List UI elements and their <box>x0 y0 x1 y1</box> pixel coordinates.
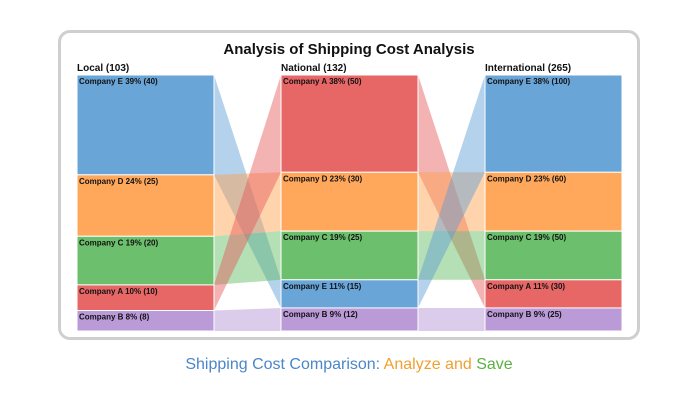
node-label-local-company-a: Company A 10% (10) <box>79 287 158 296</box>
flow-local-to-national-company-e <box>214 75 281 308</box>
node-local-company-c <box>76 235 215 286</box>
flow-national-to-international-company-d <box>418 172 485 232</box>
node-local-company-e <box>76 74 215 176</box>
node-label-national-company-d: Company D 23% (30) <box>283 174 362 183</box>
node-national-company-a <box>280 74 419 173</box>
node-label-international-company-e: Company E 38% (100) <box>487 77 570 86</box>
node-national-company-c <box>280 230 419 281</box>
column-header-local: Local (103) <box>77 63 129 74</box>
flow-local-to-national-company-b <box>214 307 281 331</box>
node-international-company-e <box>484 74 623 173</box>
node-label-local-company-e: Company E 39% (40) <box>79 77 158 86</box>
node-international-company-b <box>484 307 623 332</box>
nodes-layer: Local (103) Company E 39% (40) Company D 2… <box>76 63 623 332</box>
flow-local-to-national-company-d <box>214 172 281 237</box>
caption: Shipping Cost Comparison: Analyze and Sa… <box>0 356 698 374</box>
node-local-company-a <box>76 284 215 312</box>
node-label-international-company-b: Company B 9% (25) <box>487 310 562 319</box>
links-layer <box>214 75 485 331</box>
node-label-national-company-c: Company C 19% (25) <box>283 233 362 242</box>
node-national-company-d <box>280 171 419 232</box>
node-label-local-company-d: Company D 24% (25) <box>79 177 158 186</box>
node-label-local-company-b: Company B 8% (8) <box>79 313 150 322</box>
column-header-national: National (132) <box>281 63 347 74</box>
node-label-international-company-a: Company A 11% (30) <box>487 282 565 291</box>
flow-national-to-international-company-a <box>418 75 485 308</box>
flow-local-to-national-company-a <box>214 75 281 311</box>
node-label-national-company-a: Company A 38% (50) <box>283 77 362 86</box>
flow-local-to-national-company-c <box>214 231 281 285</box>
node-local-company-d <box>76 174 215 237</box>
caption-part-4: Save <box>476 356 513 373</box>
flow-national-to-international-company-b <box>418 307 485 331</box>
caption-part-2: Analyze <box>383 356 441 373</box>
caption-part-3: and <box>440 356 477 373</box>
node-international-company-d <box>484 171 623 232</box>
node-national-company-b <box>280 307 419 332</box>
node-label-local-company-c: Company C 19% (20) <box>79 238 158 247</box>
node-national-company-e <box>280 279 419 309</box>
chart-title: Analysis of Shipping Cost Analysis <box>223 41 474 58</box>
node-local-company-b <box>76 310 215 332</box>
flow-national-to-international-company-c <box>418 231 485 280</box>
node-label-national-company-e: Company E 11% (15) <box>283 282 362 291</box>
column-header-international: International (265) <box>485 63 571 74</box>
node-international-company-a <box>484 279 623 309</box>
node-label-international-company-d: Company D 23% (60) <box>487 174 566 183</box>
node-label-national-company-b: Company B 9% (12) <box>283 310 358 319</box>
node-label-international-company-c: Company C 19% (50) <box>487 233 566 242</box>
node-international-company-c <box>484 230 623 281</box>
caption-part-1: Shipping Cost Comparison: <box>185 356 384 373</box>
flow-national-to-international-company-e <box>418 75 485 308</box>
